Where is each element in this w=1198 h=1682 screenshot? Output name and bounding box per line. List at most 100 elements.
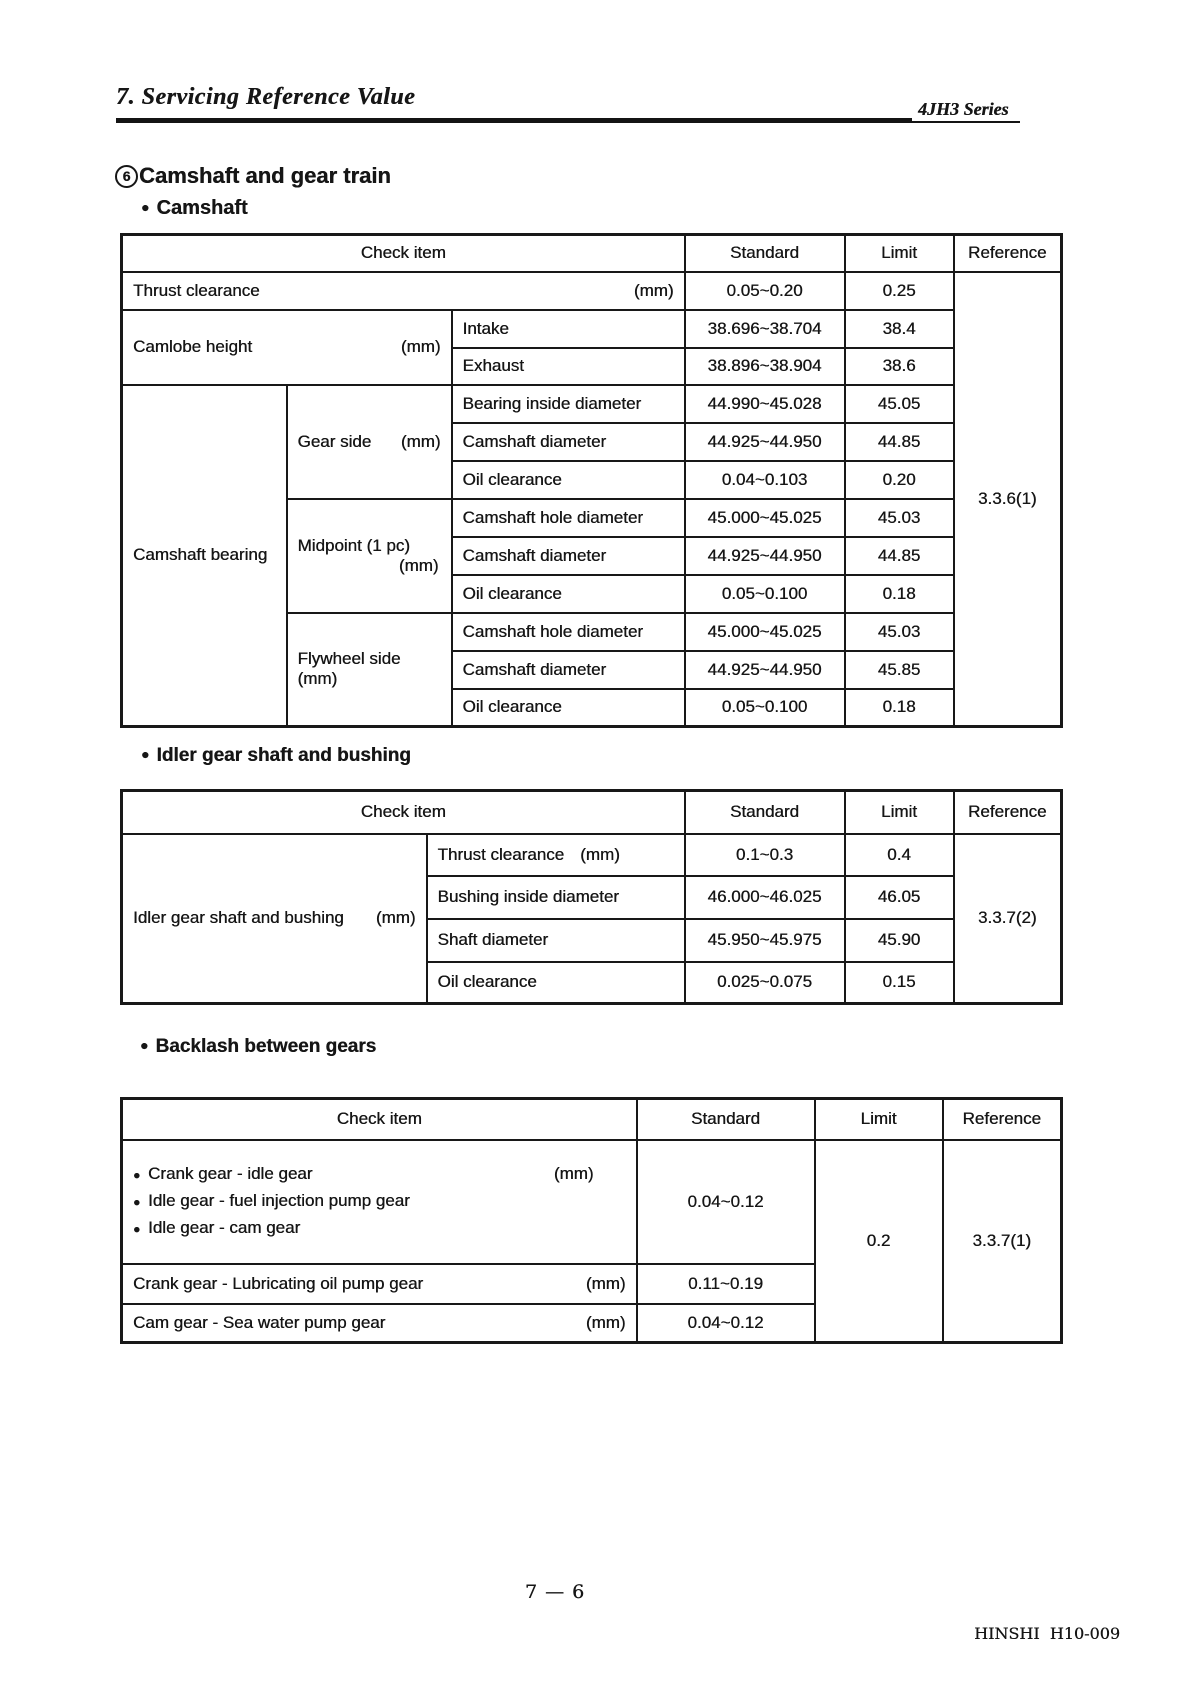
group-label-midpoint: Midpoint (1 pc) (mm) — [285, 497, 453, 614]
doc-code: HINSHI H10-009 — [974, 1624, 1120, 1643]
limit-value: 0.25 — [843, 270, 955, 311]
row-label: Camshaft hole diameter — [450, 611, 686, 652]
row-label-camshaft-bearing: Camshaft bearing — [120, 383, 288, 728]
standard-value: 45.950~45.975 — [683, 917, 846, 963]
row-label: Cam gear - Sea water pump gear (mm) — [120, 1302, 638, 1344]
unit-label: (mm) — [297, 669, 338, 689]
bullet-icon: ● — [133, 1195, 141, 1209]
limit-value: 45.85 — [843, 649, 955, 690]
unit-label: (mm) — [585, 1312, 626, 1332]
standard-value: 44.925~44.950 — [683, 649, 846, 690]
standard-value: 44.925~44.950 — [683, 535, 846, 576]
backlash-heading-label: Backlash between gears — [155, 1036, 377, 1057]
list-item: ● Idle gear - cam gear — [133, 1215, 626, 1242]
standard-value: 0.04~0.103 — [683, 459, 846, 500]
row-label: Camshaft diameter — [450, 649, 686, 690]
col-header-standard: Standard — [683, 233, 846, 273]
unit-label: (mm) — [400, 337, 441, 356]
limit-value: 46.05 — [843, 874, 955, 920]
standard-value: 0.04~0.12 — [635, 1138, 816, 1265]
standard-value: 0.04~0.12 — [635, 1302, 816, 1344]
bullet-icon: ● — [141, 746, 150, 762]
limit-value: 45.03 — [843, 497, 955, 538]
row-label-camlobe-height: Camlobe height (mm) — [120, 308, 453, 386]
limit-value: 45.05 — [843, 383, 955, 424]
reference-value: 3.3.7(1) — [941, 1138, 1063, 1344]
col-header-reference: Reference — [952, 233, 1063, 273]
unit-label: (mm) — [580, 844, 620, 864]
standard-value: 44.925~44.950 — [683, 421, 846, 462]
page-number: 7 — 6 — [524, 1581, 586, 1603]
group-label-idler: Idler gear shaft and bushing (mm) — [120, 832, 428, 1005]
row-label: Oil clearance — [450, 573, 686, 614]
standard-value: 0.05~0.100 — [683, 573, 846, 614]
section-title: Camshaft and gear train — [139, 163, 391, 188]
col-header-standard: Standard — [635, 1097, 816, 1141]
standard-value: 38.696~38.704 — [683, 308, 846, 349]
reference-value: 3.3.7(2) — [952, 832, 1063, 1005]
camshaft-table: Check item Standard Limit Reference Thru… — [120, 233, 1064, 728]
row-label: Oil clearance — [425, 960, 686, 1005]
circled-number: 6 — [115, 165, 138, 188]
group-label-flywheel-side: Flywheel side (mm) — [285, 611, 453, 728]
row-label: Crank gear - Lubricating oil pump gear (m… — [120, 1262, 638, 1305]
limit-value: 0.20 — [843, 459, 955, 500]
row-label-intake: Intake — [450, 308, 686, 349]
limit-value: 0.18 — [843, 573, 955, 614]
backlash-heading: ● Backlash between gears — [140, 1036, 376, 1058]
col-header-limit: Limit — [843, 789, 955, 835]
row-label: Bushing inside diameter — [425, 874, 686, 920]
limit-value: 44.85 — [843, 535, 955, 576]
standard-value: 0.05~0.20 — [683, 270, 846, 311]
limit-value: 0.18 — [843, 687, 955, 728]
col-header-standard: Standard — [683, 789, 846, 835]
row-label: Bearing inside diameter — [450, 383, 686, 424]
list-item: ● Crank gear - idle gear (mm) — [133, 1161, 626, 1188]
unit-label: (mm) — [375, 908, 416, 928]
limit-value: 44.85 — [843, 421, 955, 462]
unit-label: (mm) — [398, 555, 439, 575]
col-header-limit: Limit — [843, 233, 955, 273]
limit-value: 0.2 — [813, 1138, 944, 1344]
row-label-gear-group: ● Crank gear - idle gear (mm) ● Idle gear -… — [120, 1138, 638, 1265]
row-label: Camshaft diameter — [450, 421, 686, 462]
backlash-table: Check item Standard Limit Reference ● Cra… — [120, 1097, 1063, 1344]
standard-value: 38.896~38.904 — [683, 346, 846, 386]
row-label-thrust-clearance: Thrust clearance (mm) — [120, 270, 686, 311]
standard-value: 44.990~45.028 — [683, 383, 846, 424]
page-title: 7. Servicing Reference Value — [116, 84, 416, 110]
limit-value: 38.4 — [843, 308, 955, 349]
bullet-icon: ● — [141, 199, 150, 215]
row-label-exhaust: Exhaust — [450, 346, 686, 386]
header-rule-thin — [905, 121, 1020, 123]
camshaft-heading: ● Camshaft — [141, 197, 248, 220]
limit-value: 45.90 — [843, 917, 955, 963]
list-item: ● Idle gear - fuel injection pump gear — [133, 1188, 626, 1215]
col-header-limit: Limit — [813, 1097, 944, 1141]
row-label-thrust: Thrust clearance (mm) — [425, 832, 686, 877]
unit-label: (mm) — [633, 280, 674, 300]
standard-value: 45.000~45.025 — [683, 497, 846, 538]
idler-heading: ● Idler gear shaft and bushing — [141, 745, 411, 767]
standard-value: 0.11~0.19 — [635, 1262, 816, 1305]
bullet-icon: ● — [133, 1168, 141, 1182]
idler-table: Check item Standard Limit Reference Idle… — [120, 789, 1063, 1005]
standard-value: 0.05~0.100 — [683, 687, 846, 728]
limit-value: 0.4 — [843, 832, 955, 877]
standard-value: 0.025~0.075 — [683, 960, 846, 1005]
col-header-check-item: Check item — [120, 233, 686, 273]
bullet-icon: ● — [133, 1222, 141, 1236]
reference-value: 3.3.6(1) — [952, 270, 1063, 728]
standard-value: 45.000~45.025 — [683, 611, 846, 652]
standard-value: 0.1~0.3 — [683, 832, 846, 877]
row-label: Oil clearance — [450, 459, 686, 500]
unit-label: (mm) — [585, 1273, 626, 1293]
limit-value: 45.03 — [843, 611, 955, 652]
unit-label: (mm) — [400, 431, 441, 451]
row-label: Camshaft hole diameter — [450, 497, 686, 538]
header-rule — [116, 118, 912, 123]
col-header-reference: Reference — [941, 1097, 1063, 1141]
idler-heading-label: Idler gear shaft and bushing — [156, 745, 411, 766]
unit-label: (mm) — [553, 1164, 594, 1183]
